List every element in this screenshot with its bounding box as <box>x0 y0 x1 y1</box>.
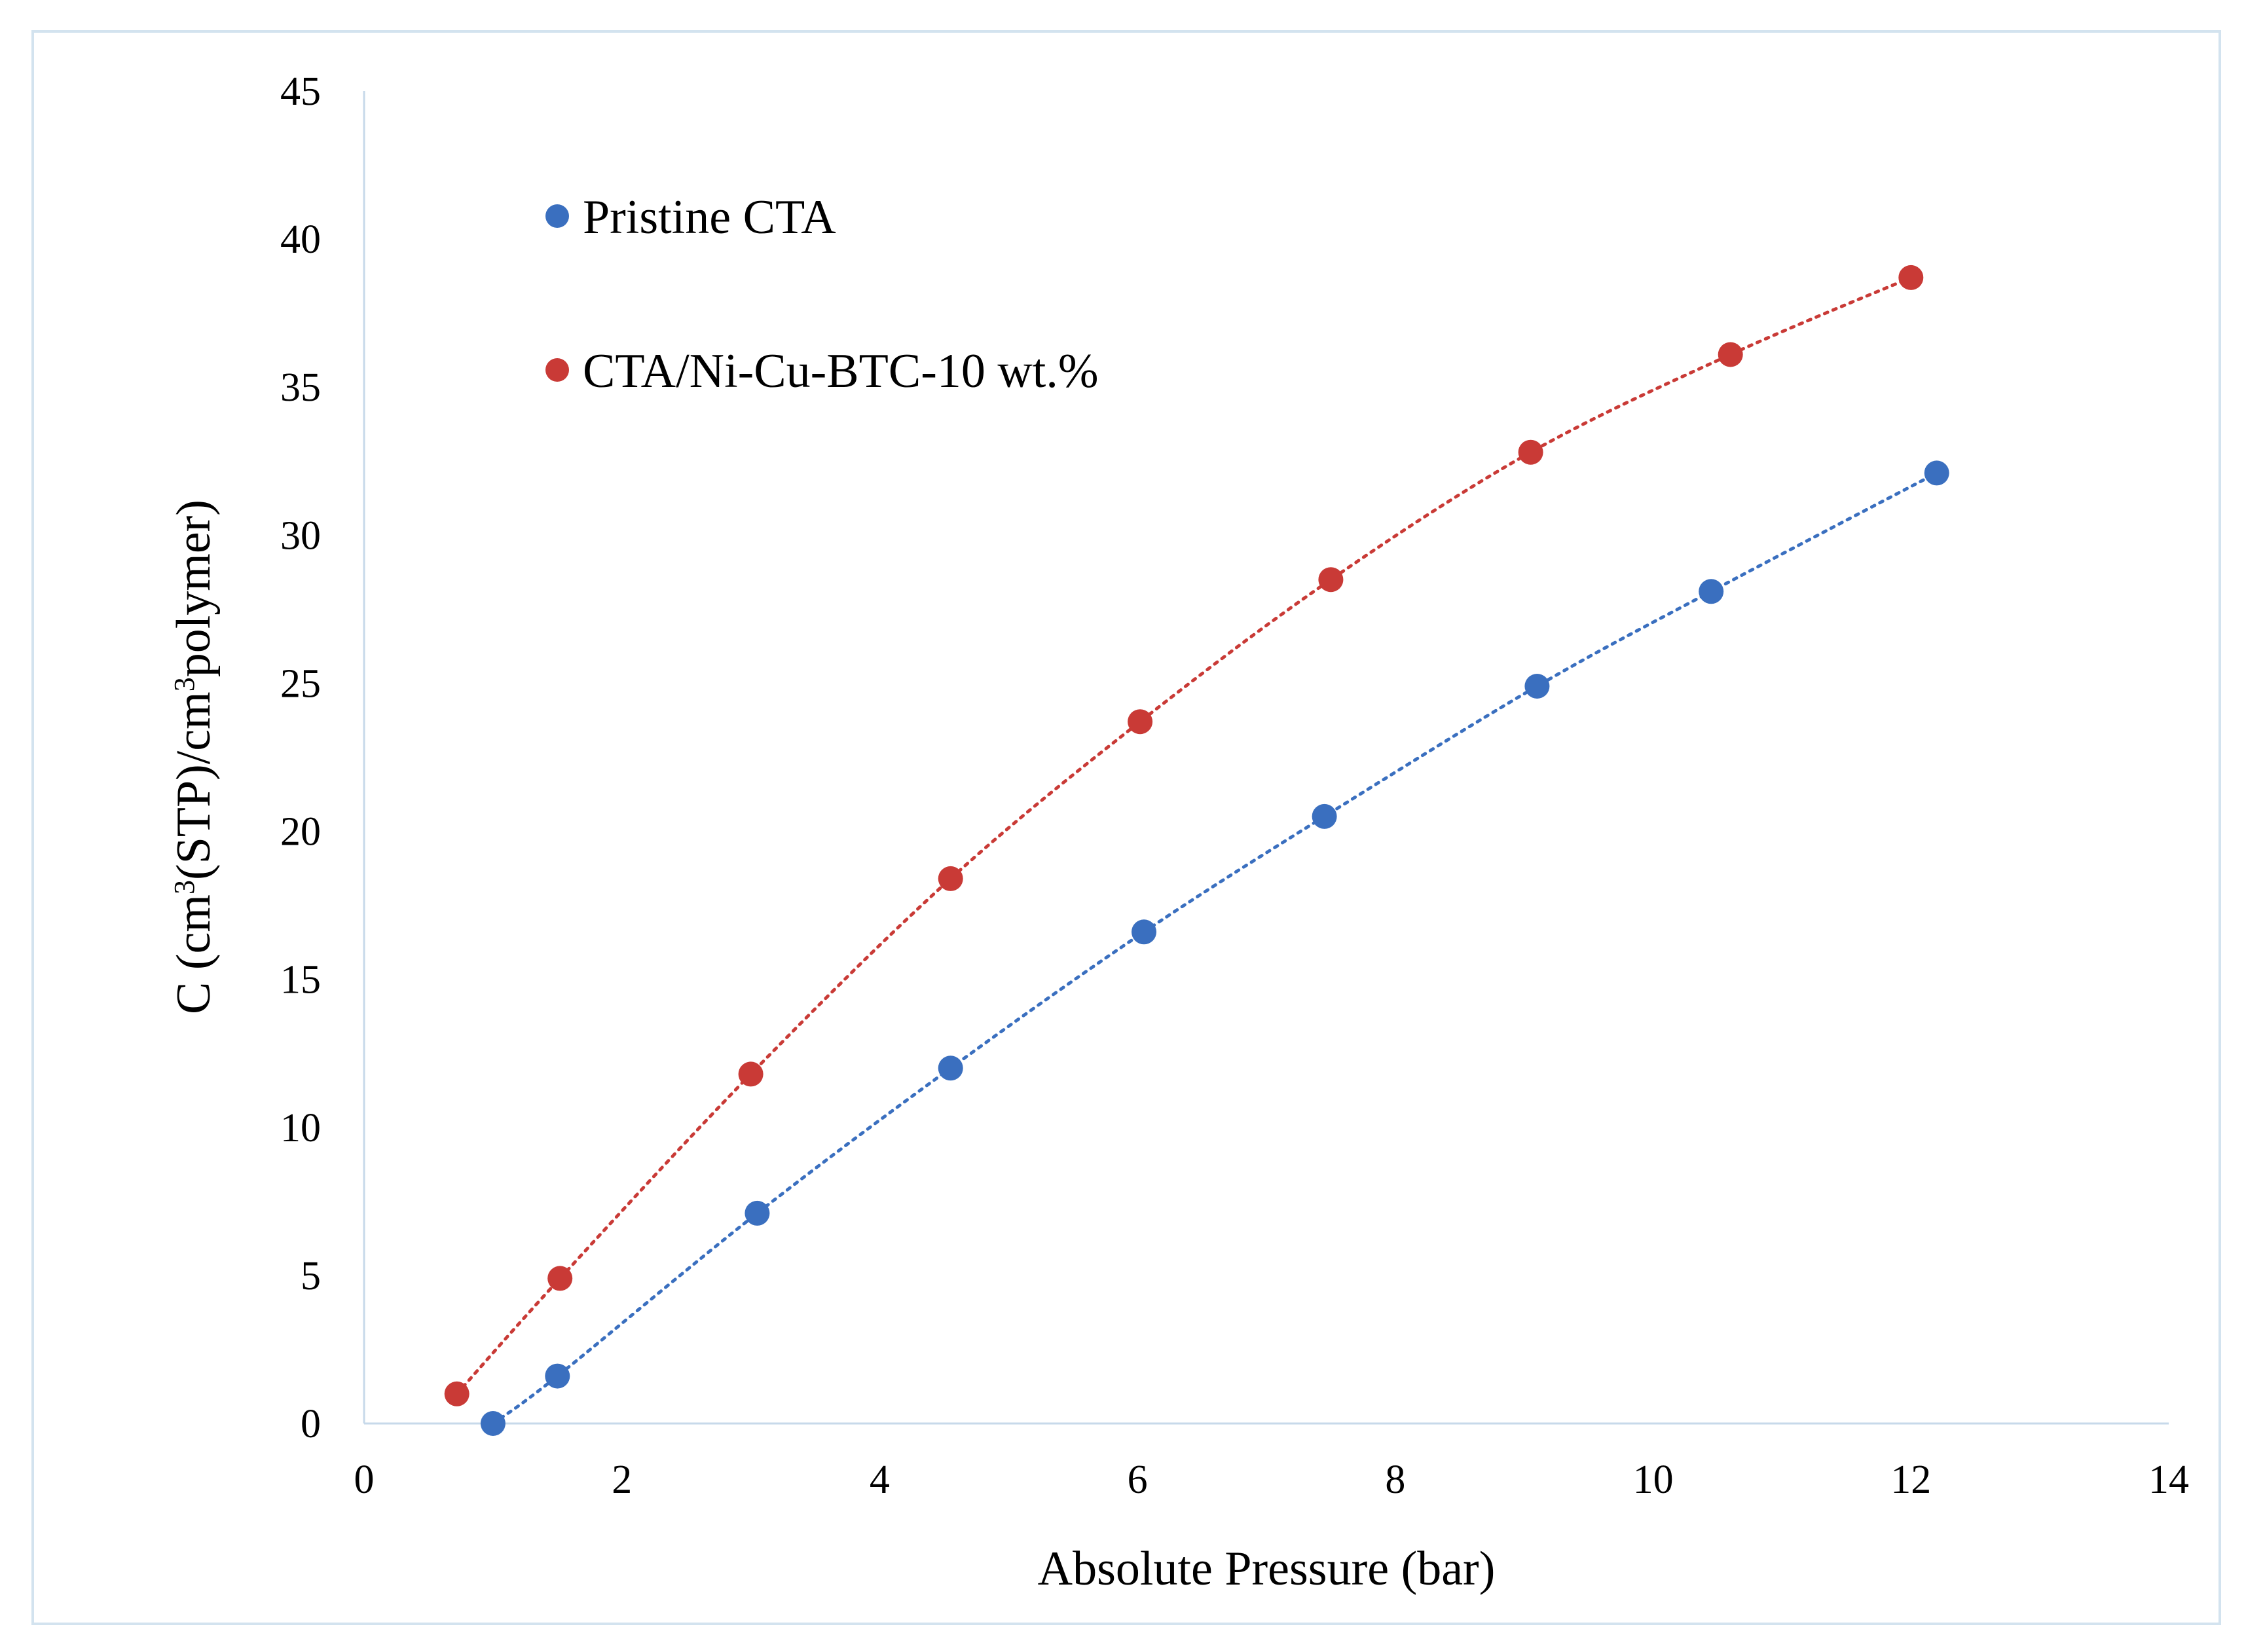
data-point-cta-ni-cu-btc <box>1128 709 1153 735</box>
data-point-cta-ni-cu-btc <box>547 1266 573 1291</box>
y-tick-label: 5 <box>301 1254 321 1298</box>
y-axis-title-part: C (cm <box>167 894 221 1014</box>
y-axis-title-sup: 3 <box>168 677 200 691</box>
data-point-pristine-cta <box>1312 803 1337 829</box>
x-tick-labels: 0 2 4 6 8 10 12 14 <box>354 1458 2190 1502</box>
y-tick-label: 25 <box>280 661 321 706</box>
y-axis-title-part: polymer) <box>167 500 221 677</box>
data-point-pristine-cta <box>1524 674 1550 699</box>
series-layer <box>444 265 1949 1436</box>
x-tick-label: 4 <box>870 1458 890 1502</box>
data-point-cta-ni-cu-btc <box>938 866 963 891</box>
y-tick-label: 20 <box>280 810 321 854</box>
legend-label-cta-ni-cu-btc: CTA/Ni-Cu-BTC-10 wt.% <box>583 344 1098 398</box>
y-axis-title: C (cm3(STP)/cm3polymer) <box>167 500 221 1014</box>
series-line-cta-ni-cu-btc <box>455 276 1913 1396</box>
x-tick-label: 8 <box>1385 1458 1405 1502</box>
x-tick-label: 10 <box>1633 1458 1674 1502</box>
data-point-cta-ni-cu-btc <box>1518 439 1543 465</box>
y-tick-label: 10 <box>280 1106 321 1150</box>
x-axis-title: Absolute Pressure (bar) <box>1038 1542 1496 1596</box>
data-point-cta-ni-cu-btc <box>1898 265 1924 290</box>
legend-marker-pristine-cta <box>545 204 569 228</box>
y-tick-label: 45 <box>280 69 321 114</box>
x-tick-label: 14 <box>2148 1458 2189 1502</box>
y-tick-labels: 0 5 10 15 20 25 30 35 40 45 <box>280 69 321 1446</box>
legend: Pristine CTA CTA/Ni-Cu-BTC-10 wt.% <box>545 191 1098 398</box>
data-point-pristine-cta <box>1924 460 1949 486</box>
y-tick-label: 35 <box>280 365 321 410</box>
data-point-pristine-cta <box>1132 919 1156 945</box>
y-tick-label: 15 <box>280 958 321 1002</box>
y-tick-label: 30 <box>280 513 321 558</box>
data-point-cta-ni-cu-btc <box>1718 342 1743 367</box>
y-tick-label: 40 <box>280 217 321 262</box>
x-tick-label: 2 <box>612 1458 632 1502</box>
data-point-pristine-cta <box>545 1363 570 1389</box>
data-point-pristine-cta <box>480 1411 506 1436</box>
data-point-cta-ni-cu-btc <box>444 1381 469 1406</box>
data-point-pristine-cta <box>745 1200 770 1226</box>
y-axis-title-sup: 3 <box>168 880 200 894</box>
series-line-pristine-cta <box>491 471 1939 1425</box>
x-tick-label: 6 <box>1128 1458 1148 1502</box>
legend-label-pristine-cta: Pristine CTA <box>583 191 836 244</box>
x-tick-label: 12 <box>1890 1458 1931 1502</box>
legend-marker-cta-ni-cu-btc <box>545 358 569 382</box>
x-tick-label: 0 <box>354 1458 375 1502</box>
y-axis-title-part: (STP)/cm <box>167 691 221 880</box>
data-point-pristine-cta <box>938 1055 963 1081</box>
y-tick-label: 0 <box>301 1402 321 1446</box>
figure-frame <box>31 30 2221 1625</box>
data-point-cta-ni-cu-btc <box>738 1061 764 1087</box>
data-point-cta-ni-cu-btc <box>1318 567 1344 593</box>
data-point-pristine-cta <box>1699 579 1724 604</box>
